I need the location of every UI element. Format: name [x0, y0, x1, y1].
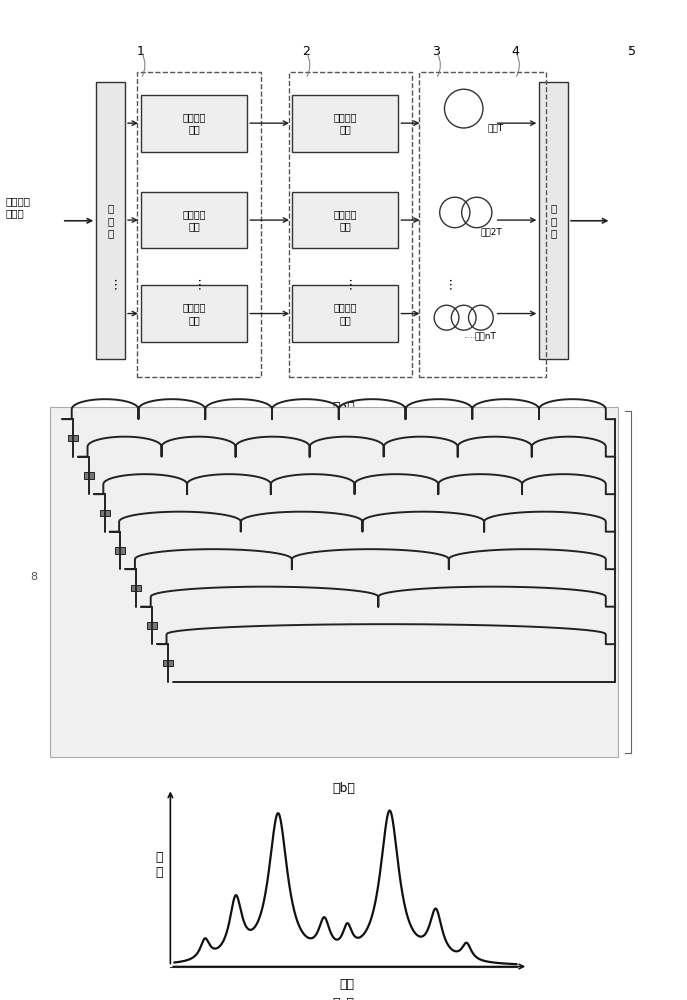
- Bar: [292, 285, 398, 342]
- Bar: [141, 95, 247, 152]
- Text: 延时2T: 延时2T: [481, 228, 503, 237]
- Bar: [419, 72, 546, 377]
- Text: 相位调制
结构: 相位调制 结构: [333, 302, 357, 325]
- Text: 耦
合
器: 耦 合 器: [107, 203, 114, 238]
- Text: 3: 3: [432, 45, 440, 58]
- Bar: [137, 72, 261, 377]
- Text: 频率: 频率: [340, 978, 355, 991]
- Text: 延时nT: 延时nT: [474, 331, 496, 340]
- Bar: [539, 82, 568, 359]
- Text: 功率调制
结构: 功率调制 结构: [182, 112, 206, 134]
- Text: 相位调制
结构: 相位调制 结构: [333, 209, 357, 231]
- Text: （c）: （c）: [333, 997, 354, 1000]
- Text: 功率调制
结构: 功率调制 结构: [182, 209, 206, 231]
- Bar: [163, 660, 173, 666]
- Text: 5: 5: [628, 45, 636, 58]
- Text: 8: 8: [30, 572, 37, 582]
- Text: ⋯: ⋯: [109, 277, 122, 289]
- Bar: [292, 192, 398, 248]
- Bar: [292, 95, 398, 152]
- Text: 功率调制
结构: 功率调制 结构: [182, 302, 206, 325]
- Text: 功
率: 功 率: [155, 851, 163, 879]
- Text: ......: ......: [464, 331, 477, 340]
- Text: 耦
合
器: 耦 合 器: [550, 203, 557, 238]
- Bar: [100, 510, 110, 516]
- Text: 待处理的
光信号: 待处理的 光信号: [5, 196, 30, 218]
- Bar: [68, 435, 78, 441]
- Text: 1: 1: [137, 45, 145, 58]
- Text: 相位调制
结构: 相位调制 结构: [333, 112, 357, 134]
- Bar: [289, 72, 412, 377]
- Bar: [147, 622, 157, 629]
- Bar: [141, 192, 247, 248]
- Bar: [96, 82, 125, 359]
- Bar: [141, 285, 247, 342]
- Text: （b）: （b）: [332, 782, 355, 795]
- Text: ⋯: ⋯: [444, 277, 456, 289]
- Text: ⋯: ⋯: [193, 277, 205, 289]
- Bar: [115, 547, 126, 554]
- Text: 延时T: 延时T: [488, 124, 504, 133]
- Text: ⋯: ⋯: [344, 277, 357, 289]
- Text: 2: 2: [302, 45, 310, 58]
- Bar: [84, 472, 94, 479]
- Text: （a）: （a）: [332, 401, 355, 414]
- Text: 4: 4: [511, 45, 519, 58]
- Bar: [131, 585, 142, 591]
